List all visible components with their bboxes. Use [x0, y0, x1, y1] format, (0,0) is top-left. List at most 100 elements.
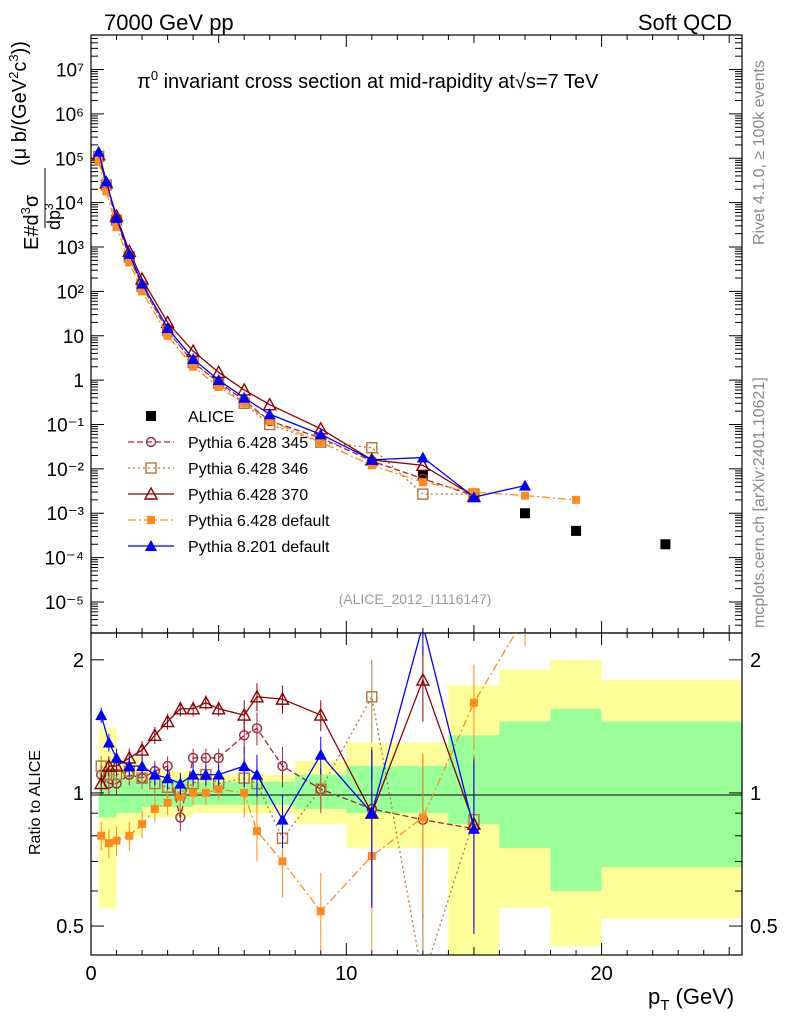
- y-tick-label: 10³: [57, 238, 84, 259]
- ratio-point-pdef: [97, 831, 106, 840]
- point-pdef: [163, 331, 172, 340]
- point-p8: [161, 321, 174, 333]
- ratio-y-tick-label: 0.5: [56, 916, 84, 938]
- ratio-y-tick-label: 1: [73, 783, 84, 805]
- axis-ticks: 0 10 2010⁻⁵10⁻⁴10⁻³10⁻²10⁻¹11010²10³10⁴10⁵…: [45, 34, 778, 985]
- ratio-point-pdef: [112, 836, 121, 845]
- ratio-point-p370: [211, 701, 226, 715]
- legend-entry-p345: Pythia 6.428 345: [128, 435, 308, 452]
- point-p8: [519, 479, 531, 491]
- series-line-p346: [98, 156, 474, 495]
- point-p8: [365, 453, 378, 465]
- y-tick-label: 10⁶: [55, 105, 84, 126]
- ratio-series-p8: [95, 633, 480, 934]
- point-pdef: [240, 399, 249, 408]
- y-tick-label: 10⁻⁴: [45, 549, 84, 570]
- ratio-point-p346: [315, 783, 327, 795]
- legend-entry-p346: Pythia 6.428 346: [128, 461, 308, 478]
- series-alice: [417, 470, 671, 550]
- legend-marker-p8: [145, 540, 157, 551]
- ratio-point-p8: [314, 748, 327, 760]
- ratio-panel-frame: [90, 632, 743, 956]
- y-axis-label-main: E#d3σ (μ b/(GeV2c3)) dp3: [6, 41, 64, 250]
- point-p8: [314, 428, 327, 440]
- y-tick-label: 10: [63, 327, 84, 348]
- ratio-point-p370: [173, 701, 188, 715]
- point-pdef: [316, 438, 325, 447]
- band-inner-segment: [601, 721, 742, 867]
- ratio-point-p370: [185, 701, 201, 715]
- y-tick-label: 10⁻⁵: [45, 593, 84, 614]
- legend-marker-p345: [145, 436, 157, 448]
- legend-marker-alice: [146, 411, 156, 421]
- point-p346: [366, 442, 378, 454]
- y-tick-label: 10⁷: [56, 61, 84, 82]
- point-p8: [100, 175, 113, 187]
- y-tick-label: 10⁻¹: [47, 415, 85, 436]
- point-p8: [92, 145, 105, 157]
- point-p8: [123, 247, 136, 259]
- ratio-point-pdef: [214, 785, 223, 794]
- ratio-point-p370: [134, 742, 150, 756]
- ratio-point-pdef: [150, 804, 159, 813]
- ratio-point-pdef: [138, 820, 147, 829]
- y-tick-label: 10⁻³: [47, 504, 85, 525]
- ratio-point-p345: [251, 723, 263, 734]
- ratio-series-group: [94, 633, 526, 984]
- ratio-point-p370: [236, 707, 252, 721]
- ratio-point-pdef: [176, 792, 185, 801]
- legend-marker-p346: [145, 462, 157, 474]
- point-p370: [415, 457, 431, 472]
- legend-marker-p370: [143, 486, 159, 500]
- ratio-point-p8: [148, 768, 161, 780]
- mcplots-label: mcplots.cern.ch [arXiv:2401.10621]: [751, 377, 768, 628]
- ratio-point-p346: [366, 691, 378, 703]
- point-alice: [520, 508, 530, 519]
- legend-label-alice: ALICE: [188, 409, 234, 426]
- point-alice: [660, 539, 671, 550]
- ratio-point-p8: [174, 777, 187, 789]
- ratio-point-p345: [200, 752, 212, 764]
- point-pdef: [521, 491, 529, 500]
- title-sqrt: √: [515, 71, 526, 93]
- ratio-point-p370: [249, 689, 265, 703]
- ratio-point-p8: [250, 768, 263, 780]
- legend-label-pdef: Pythia 6.428 default: [188, 513, 330, 530]
- legend-label-p346: Pythia 6.428 346: [188, 461, 308, 478]
- y-tick-label: 1: [73, 371, 84, 392]
- ratio-point-pdef: [240, 788, 249, 797]
- ratio-point-p346: [418, 974, 428, 984]
- y-axis-label-ratio: Ratio to ALICE: [27, 750, 44, 855]
- ratio-point-p8: [95, 709, 108, 721]
- point-pdef: [367, 461, 376, 470]
- ratio-point-p370: [109, 758, 124, 772]
- point-pdef: [112, 223, 121, 232]
- point-p8: [238, 391, 251, 403]
- ratio-line-p346: [100, 694, 475, 955]
- band-inner-segment: [499, 721, 551, 849]
- ratio-point-p370: [275, 691, 290, 705]
- ratio-point-p370: [198, 695, 214, 709]
- point-pdef: [138, 287, 147, 296]
- ratio-point-pdef: [316, 907, 325, 916]
- ratio-point-p370: [94, 776, 109, 790]
- ratio-y-tick-label-right: 0.5: [750, 916, 778, 938]
- point-pdef: [418, 478, 427, 487]
- ratio-point-pdef: [278, 857, 287, 866]
- legend-entry-pdef: Pythia 6.428 default: [128, 513, 330, 530]
- ratio-line-p370: [100, 678, 475, 825]
- x-tick-label: 0: [85, 963, 96, 985]
- point-p8: [110, 212, 123, 224]
- title-post: s=7 TeV: [526, 71, 599, 93]
- point-p346: [417, 488, 429, 500]
- legend: ALICE Pythia 6.428 345 Pythia 6.428 346 Pyt…: [128, 409, 330, 556]
- point-p8: [187, 352, 200, 364]
- band-outer-segment: [98, 728, 117, 908]
- ratio-point-p8: [110, 751, 123, 763]
- ratio-point-pdef: [104, 839, 113, 848]
- ratio-point-p370: [147, 727, 163, 742]
- x-tick-label: 20: [590, 963, 612, 985]
- y-tick-label: 10²: [57, 282, 84, 303]
- ratio-y-tick-label-right: 1: [750, 783, 761, 805]
